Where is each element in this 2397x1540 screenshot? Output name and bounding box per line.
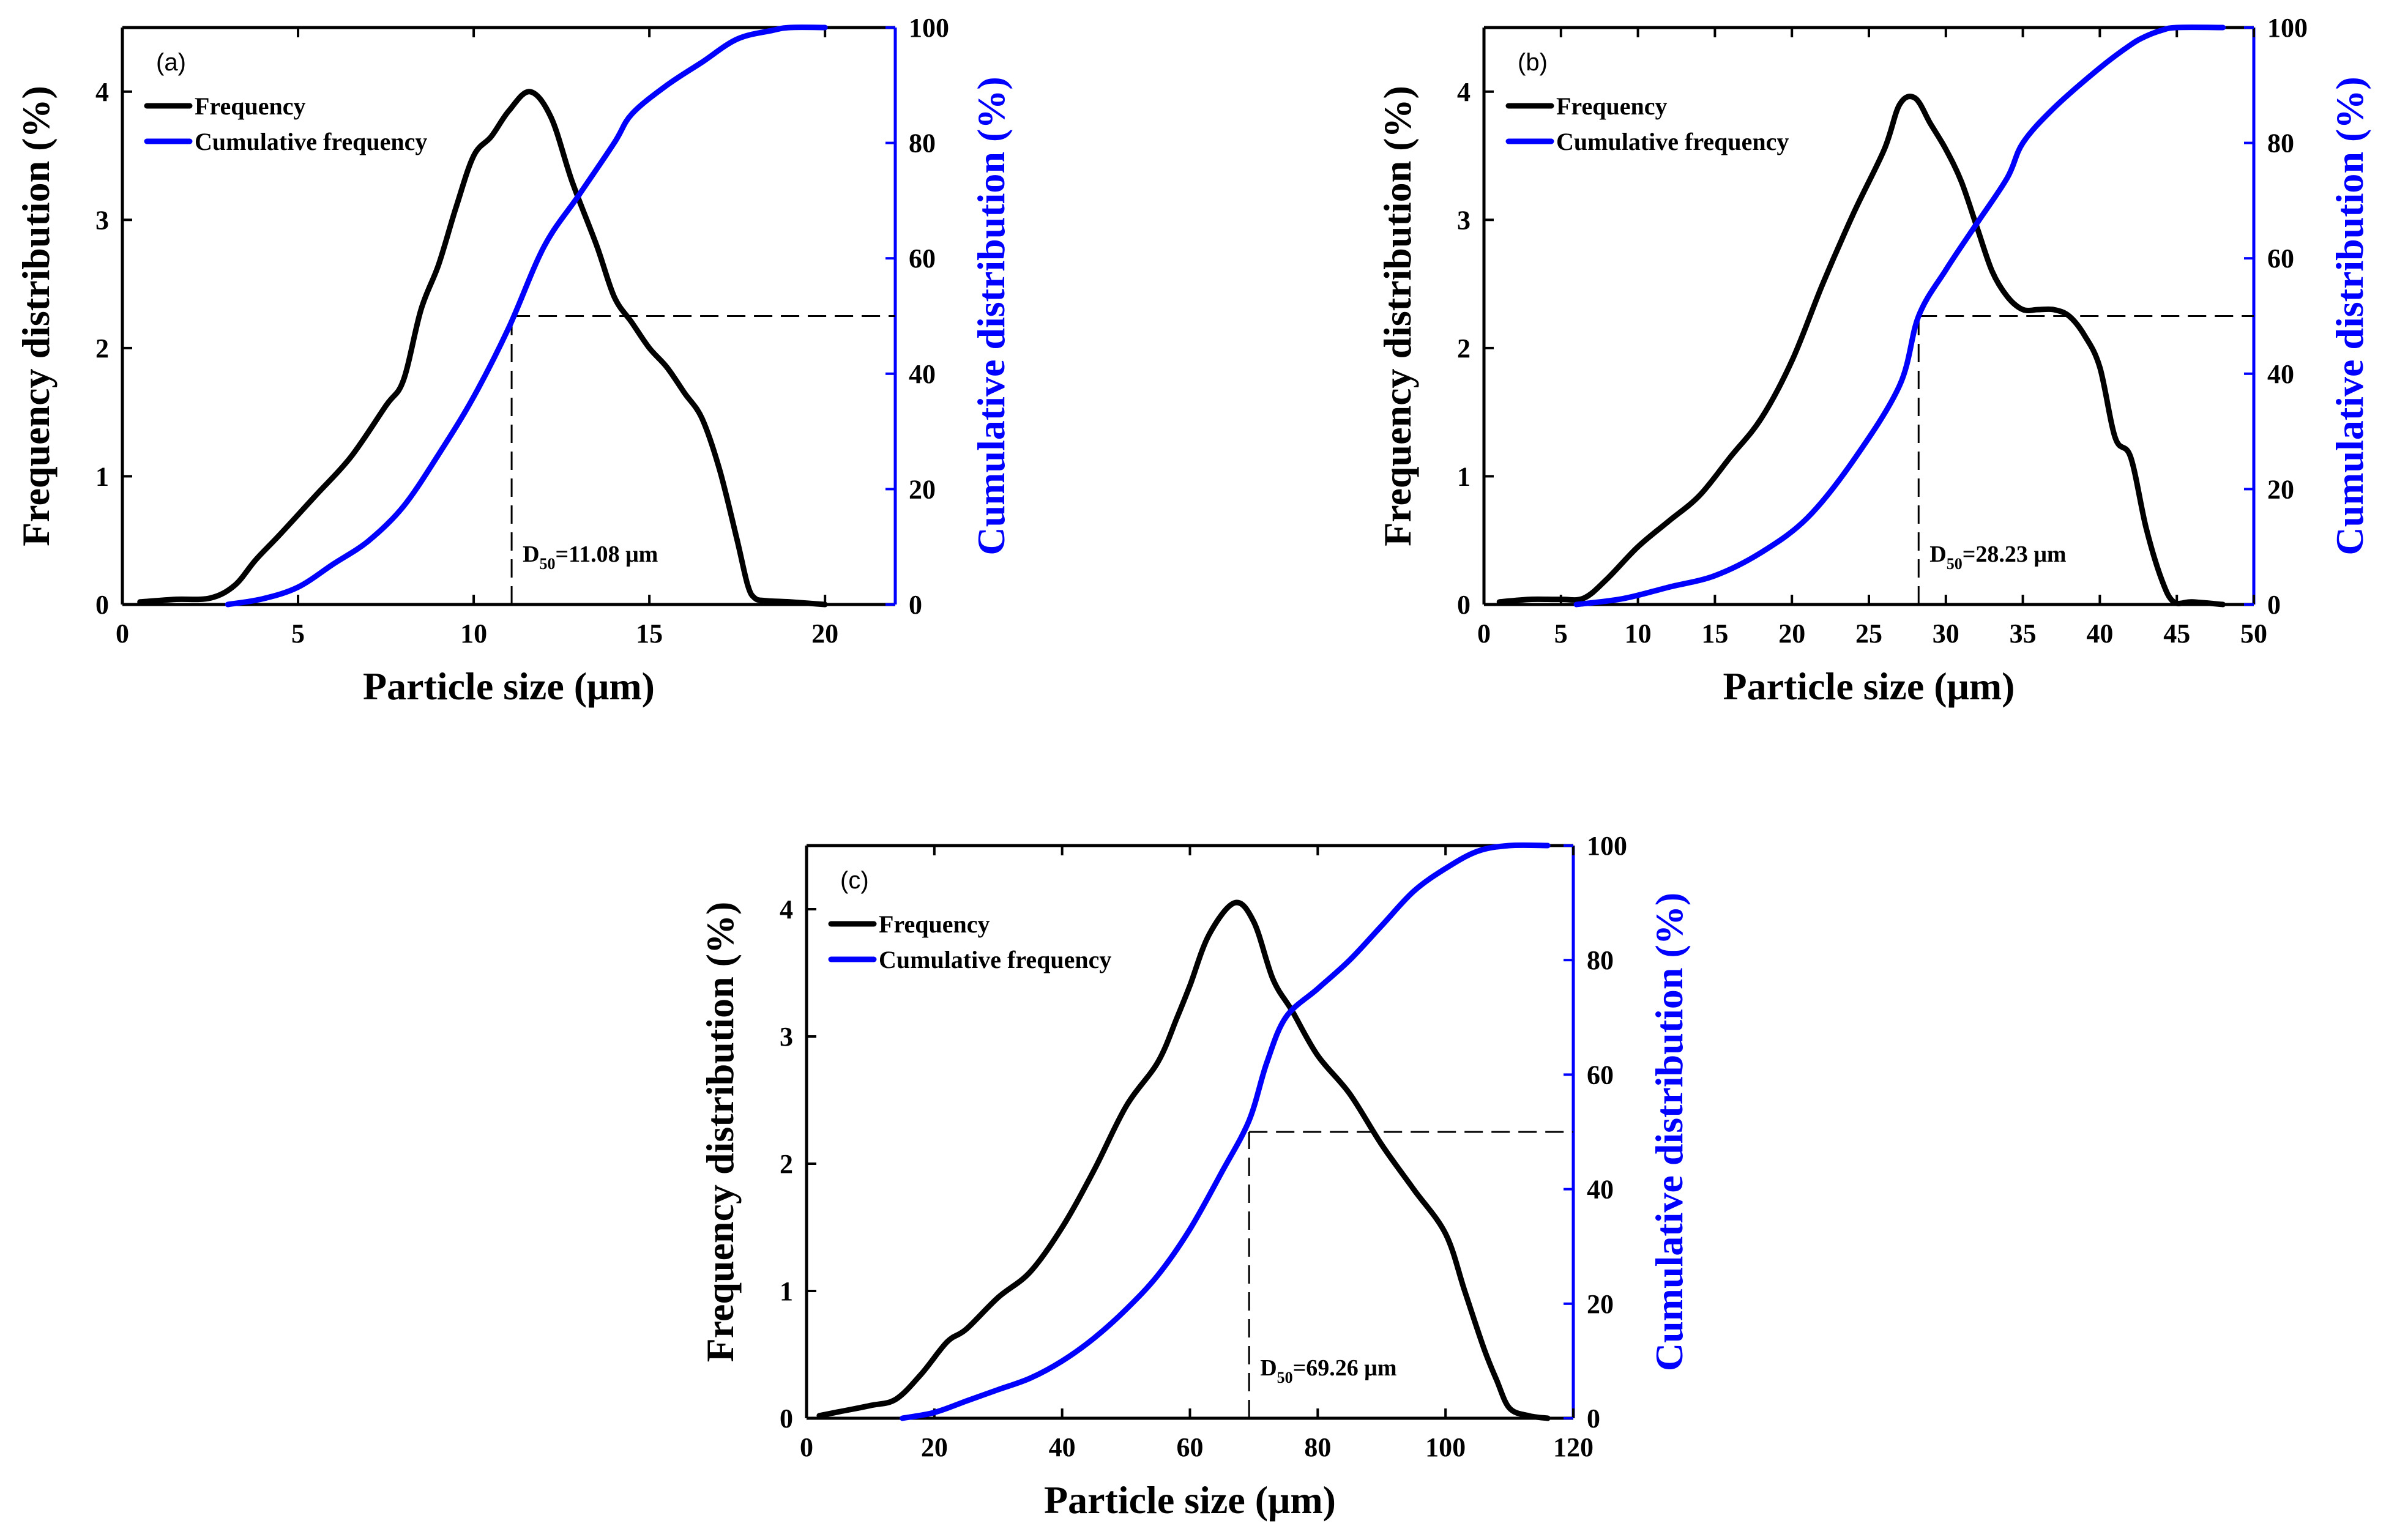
- d50-value: =11.08 μm: [556, 541, 658, 567]
- y-tick-label-left: 2: [95, 333, 109, 363]
- y-tick-label-right: 80: [1587, 945, 1614, 975]
- cumulative-frequency-line: [900, 842, 1551, 1421]
- d50-annotation: D50=28.23 μm: [1929, 541, 2066, 573]
- x-tick-label: 30: [1933, 619, 1959, 649]
- d50-prefix: D: [1929, 541, 1946, 567]
- x-tick-label: 45: [2163, 619, 2190, 649]
- y-tick-label-right: 40: [1587, 1175, 1614, 1205]
- y-tick-label-left: 0: [1457, 590, 1471, 620]
- panel-label: (a): [156, 49, 186, 76]
- x-tick-label: 20: [811, 619, 838, 649]
- y-tick-label-right: 100: [1587, 831, 1627, 861]
- d50-prefix: D: [523, 541, 539, 567]
- y-axis-title-left: Frequency distribution (%): [1376, 86, 1419, 546]
- chart-panel-c: 0 20 40 60 80 100 12001234020406080100Particle…: [698, 831, 1691, 1522]
- x-tick-label: 100: [1425, 1432, 1466, 1462]
- y-tick-label-left: 0: [780, 1404, 793, 1434]
- y-tick-label-right: 60: [1587, 1060, 1614, 1090]
- x-tick-label: 20: [921, 1432, 948, 1462]
- d50-annotation: D50=69.26 μm: [1260, 1355, 1396, 1386]
- x-axis-title: Particle size (μm): [1723, 664, 2015, 708]
- y-tick-label-right: 80: [2267, 128, 2294, 158]
- y-tick-label-right: 60: [2267, 244, 2294, 273]
- y-tick-label-right: 20: [2267, 474, 2294, 504]
- y-tick-label-left: 1: [1457, 461, 1471, 491]
- y-tick-label-left: 4: [780, 895, 793, 924]
- y-axis-title-left: Frequency distribution (%): [14, 86, 58, 546]
- y-tick-label-right: 80: [909, 128, 936, 158]
- x-tick-label: 60: [1177, 1432, 1204, 1462]
- x-axis-title: Particle size (μm): [363, 664, 655, 708]
- frequency-line: [816, 899, 1551, 1421]
- y-tick-label-left: 3: [1457, 205, 1471, 235]
- x-tick-label: 15: [636, 619, 663, 649]
- legend-cumulative-label: Cumulative frequency: [1556, 128, 1789, 155]
- x-tick-label: 15: [1701, 619, 1728, 649]
- d50-annotation: D50=11.08 μm: [523, 541, 658, 573]
- y-tick-label-left: 3: [780, 1022, 793, 1052]
- x-tick-label: 50: [2240, 619, 2267, 649]
- y-axis-title-left: Frequency distribution (%): [698, 902, 742, 1363]
- y-tick-label-left: 3: [95, 205, 109, 235]
- x-tick-label: 5: [291, 619, 305, 649]
- panel-label: (b): [1518, 49, 1548, 76]
- d50-subscript: 50: [540, 555, 556, 573]
- legend-frequency-label: Frequency: [879, 910, 990, 938]
- x-tick-label: 0: [800, 1432, 813, 1462]
- y-tick-label-left: 0: [95, 590, 109, 620]
- panel-label: (c): [840, 867, 869, 894]
- y-tick-label-right: 20: [909, 474, 936, 504]
- y-tick-label-right: 0: [1587, 1404, 1600, 1434]
- x-tick-label: 120: [1553, 1432, 1594, 1462]
- chart-panel-b: 0 5 10 15 20 25 30 35 40 45 5001234020406080100Par…: [1376, 13, 2371, 708]
- y-tick-label-right: 40: [2267, 359, 2294, 389]
- d50-subscript: 50: [1947, 555, 1963, 573]
- d50-prefix: D: [1260, 1355, 1277, 1381]
- legend-cumulative-label: Cumulative frequency: [879, 946, 1111, 973]
- y-tick-label-left: 2: [780, 1149, 793, 1179]
- cumulative-frequency-line: [225, 24, 828, 608]
- d50-value: =69.26 μm: [1293, 1355, 1397, 1381]
- x-tick-label: 80: [1304, 1432, 1331, 1462]
- x-tick-label: 25: [1855, 619, 1882, 649]
- d50-subscript: 50: [1277, 1369, 1293, 1386]
- y-tick-label-right: 0: [2267, 590, 2281, 620]
- y-tick-label-left: 2: [1457, 333, 1471, 363]
- legend-frequency-label: Frequency: [1556, 92, 1667, 120]
- frequency-line: [137, 89, 828, 608]
- cumulative-frequency-line: [1573, 24, 2226, 608]
- y-tick-label-left: 1: [780, 1276, 793, 1306]
- x-tick-label: 0: [116, 619, 129, 649]
- legend-cumulative-label: Cumulative frequency: [195, 128, 427, 155]
- x-tick-label: 40: [1049, 1432, 1076, 1462]
- y-tick-label-right: 0: [909, 590, 922, 620]
- x-tick-label: 10: [1625, 619, 1652, 649]
- y-tick-label-right: 20: [1587, 1289, 1614, 1319]
- d50-value: =28.23 μm: [1963, 541, 2067, 567]
- y-tick-label-left: 4: [95, 77, 109, 107]
- frequency-line: [1496, 94, 2226, 608]
- y-tick-label-right: 100: [909, 13, 949, 43]
- x-tick-label: 40: [2086, 619, 2113, 649]
- y-tick-label-right: 60: [909, 244, 936, 273]
- x-tick-label: 35: [2010, 619, 2037, 649]
- legend-frequency-label: Frequency: [195, 92, 305, 120]
- x-tick-label: 5: [1554, 619, 1568, 649]
- y-axis-title-right: Cumulative distribution (%): [2328, 76, 2371, 555]
- y-tick-label-left: 1: [95, 461, 109, 491]
- y-tick-label-right: 100: [2267, 13, 2308, 43]
- x-tick-label: 20: [1778, 619, 1805, 649]
- y-tick-label-left: 4: [1457, 77, 1471, 107]
- y-tick-label-right: 40: [909, 359, 936, 389]
- y-axis-title-right: Cumulative distribution (%): [969, 76, 1013, 555]
- x-axis-title: Particle size (μm): [1044, 1478, 1336, 1522]
- y-axis-title-right: Cumulative distribution (%): [1647, 893, 1691, 1371]
- x-tick-label: 10: [460, 619, 487, 649]
- x-tick-label: 0: [1477, 619, 1491, 649]
